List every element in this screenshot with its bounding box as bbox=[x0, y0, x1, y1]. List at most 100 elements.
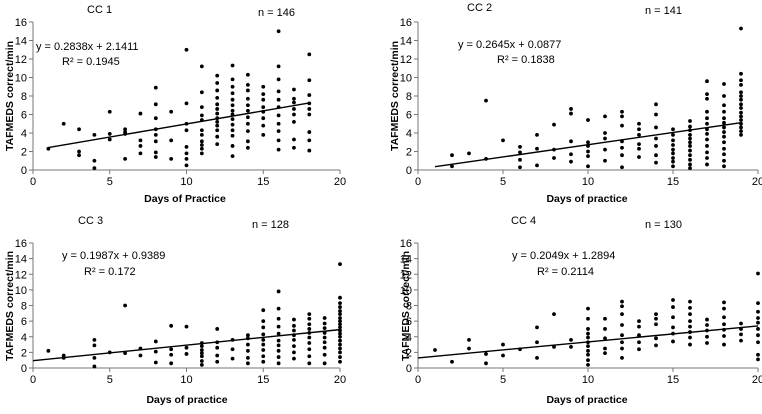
y-tick-label: 0 bbox=[406, 363, 412, 375]
y-tick-label: 4 bbox=[21, 128, 27, 140]
data-point bbox=[671, 164, 675, 169]
chart-panel-cc3: 0 2 4 6 8 10 12 14 16 0 5 10 15 20 CC 3 n = 128 y = 0.19… bbox=[4, 215, 346, 406]
data-point bbox=[215, 95, 220, 100]
y-tick-label: 14 bbox=[15, 254, 27, 266]
data-point bbox=[92, 166, 97, 171]
data-point bbox=[338, 325, 342, 330]
data-point bbox=[261, 332, 266, 337]
data-point bbox=[230, 103, 235, 108]
data-point bbox=[620, 145, 624, 150]
data-point bbox=[307, 341, 312, 345]
x-tick-label: 10 bbox=[582, 374, 594, 386]
data-point bbox=[276, 77, 281, 82]
data-point bbox=[322, 321, 327, 326]
chart-title: CC 2 bbox=[467, 2, 492, 14]
data-point bbox=[199, 64, 204, 69]
data-point bbox=[292, 328, 296, 333]
data-point bbox=[338, 322, 342, 327]
data-point bbox=[338, 342, 342, 347]
data-point bbox=[322, 345, 327, 350]
data-point bbox=[756, 352, 760, 357]
data-point bbox=[739, 90, 743, 95]
data-point bbox=[276, 343, 281, 348]
data-point bbox=[535, 355, 539, 360]
data-point bbox=[276, 147, 281, 152]
data-point bbox=[671, 147, 675, 152]
data-point bbox=[276, 331, 281, 336]
x-tick-label: 15 bbox=[667, 374, 679, 386]
data-point bbox=[215, 123, 220, 128]
data-point bbox=[276, 29, 281, 34]
data-point bbox=[586, 348, 590, 353]
data-point bbox=[199, 90, 204, 95]
data-point bbox=[261, 348, 266, 352]
data-point bbox=[199, 113, 204, 118]
data-point bbox=[215, 111, 220, 116]
data-point bbox=[569, 345, 573, 349]
regression-equation: y = 0.2049x + 1.2894 bbox=[512, 250, 615, 262]
data-point bbox=[92, 132, 97, 137]
data-point bbox=[756, 320, 760, 325]
data-point bbox=[215, 88, 220, 93]
data-point bbox=[603, 136, 607, 141]
data-point bbox=[92, 355, 97, 360]
data-point bbox=[307, 312, 312, 316]
y-tick-label: 4 bbox=[406, 128, 412, 140]
chart-title: CC 3 bbox=[78, 215, 103, 227]
data-point bbox=[153, 150, 158, 155]
data-point bbox=[169, 352, 174, 357]
data-point bbox=[705, 317, 709, 322]
x-tick-label: 10 bbox=[180, 176, 192, 188]
y-tick-label: 0 bbox=[21, 165, 27, 177]
data-point bbox=[215, 353, 220, 358]
data-point bbox=[586, 352, 590, 357]
y-tick-label: 16 bbox=[15, 238, 27, 250]
data-point bbox=[705, 341, 709, 345]
data-point bbox=[276, 361, 281, 366]
data-point bbox=[246, 72, 250, 77]
data-point bbox=[292, 323, 296, 328]
r-squared-label: R² = 0.2114 bbox=[537, 266, 594, 278]
data-point bbox=[169, 347, 174, 352]
data-point bbox=[722, 152, 726, 157]
y-tick-label: 6 bbox=[406, 316, 412, 328]
data-point bbox=[722, 125, 726, 130]
data-point bbox=[215, 327, 220, 331]
data-point bbox=[518, 150, 522, 155]
data-point bbox=[671, 132, 675, 137]
data-point bbox=[246, 348, 250, 353]
data-point bbox=[586, 362, 590, 367]
data-point bbox=[722, 140, 726, 145]
data-point bbox=[322, 361, 327, 366]
data-point bbox=[518, 144, 522, 149]
data-point bbox=[450, 153, 454, 158]
data-point bbox=[637, 146, 641, 151]
data-point bbox=[705, 109, 709, 114]
data-point bbox=[620, 340, 624, 345]
data-point bbox=[292, 107, 296, 111]
data-point bbox=[501, 353, 505, 358]
data-point bbox=[307, 335, 312, 340]
data-point bbox=[722, 158, 726, 163]
data-point bbox=[688, 144, 692, 148]
data-point bbox=[705, 132, 709, 136]
data-point bbox=[261, 342, 266, 347]
y-tick-label: 16 bbox=[400, 238, 412, 250]
data-point bbox=[153, 132, 158, 137]
data-point bbox=[484, 352, 488, 356]
sample-size-label: n = 146 bbox=[258, 7, 295, 19]
data-point bbox=[688, 153, 692, 158]
x-tick-label: 5 bbox=[107, 374, 113, 386]
data-point bbox=[307, 130, 312, 134]
data-point bbox=[654, 336, 658, 341]
y-tick-label: 8 bbox=[406, 91, 412, 103]
data-point bbox=[671, 315, 675, 320]
data-point bbox=[739, 114, 743, 119]
data-point bbox=[138, 138, 143, 143]
data-point bbox=[620, 304, 624, 309]
data-point bbox=[688, 132, 692, 137]
data-point bbox=[671, 127, 675, 132]
y-tick-label: 16 bbox=[400, 17, 412, 29]
data-point bbox=[688, 140, 692, 145]
